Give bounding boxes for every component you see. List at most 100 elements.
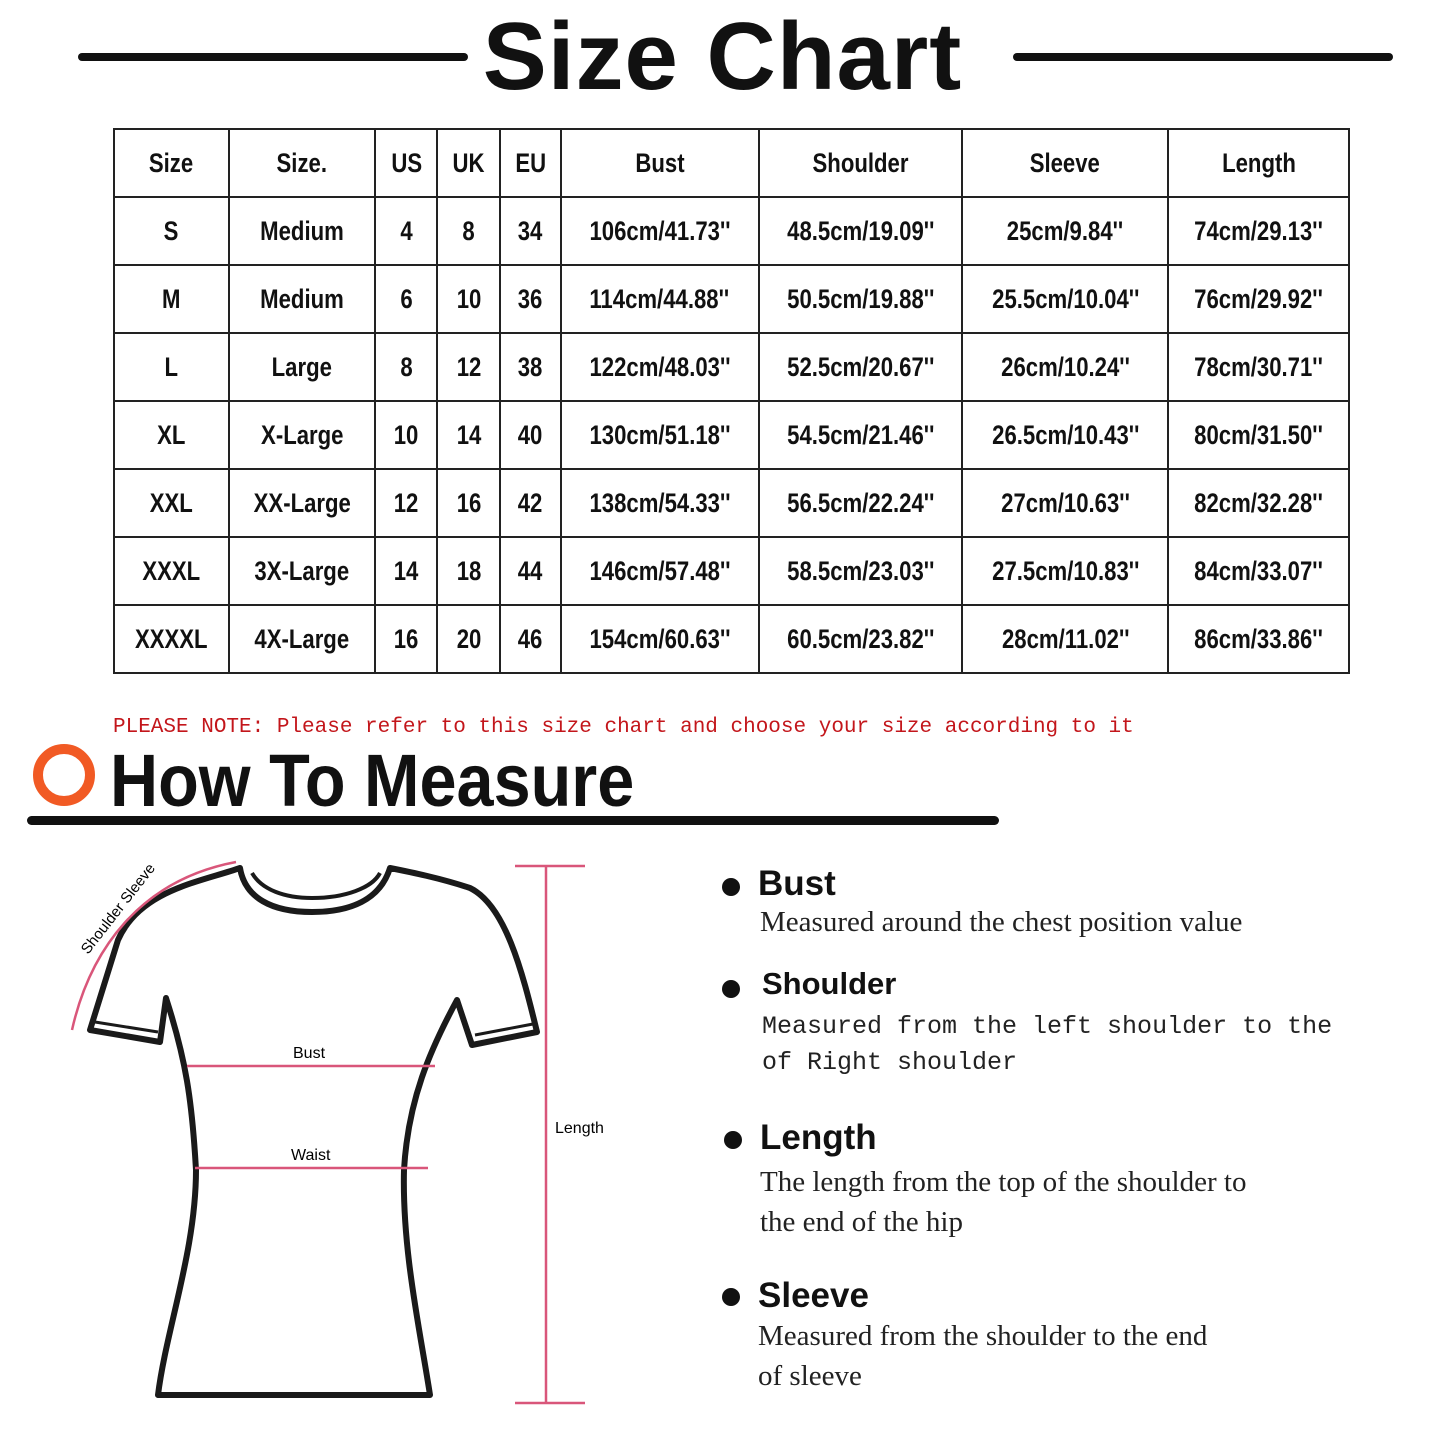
- table-cell-value: 78cm/30.71'': [1194, 351, 1323, 382]
- table-cell: 25.5cm/10.04'': [961, 264, 1170, 334]
- table-cell-value: 58.5cm/23.03'': [786, 555, 935, 586]
- table-cell: 16: [436, 468, 501, 538]
- table-cell-value: XXL: [149, 487, 193, 518]
- column-header: EU: [498, 128, 562, 198]
- table-cell-value: 48.5cm/19.09'': [786, 215, 935, 246]
- table-cell-value: 146cm/57.48'': [589, 555, 731, 586]
- table-cell-value: 42: [518, 487, 543, 518]
- table-cell: 4: [374, 196, 439, 266]
- table-cell: 58.5cm/23.03'': [757, 536, 964, 606]
- table-cell: 50.5cm/19.88'': [757, 264, 964, 334]
- guide-sleeve-heading: Sleeve: [758, 1276, 869, 1315]
- guide-bust-heading: Bust: [758, 864, 836, 903]
- column-header-label: Size: [149, 147, 194, 178]
- table-cell-value: 34: [518, 215, 543, 246]
- table-cell: 8: [436, 196, 501, 266]
- table-cell: 36: [498, 264, 562, 334]
- guide-bust-desc: Measured around the chest position value: [760, 906, 1243, 938]
- table-cell-value: 38: [518, 351, 543, 382]
- guide-shoulder-desc-2: of Right shoulder: [762, 1048, 1018, 1077]
- table-cell: 138cm/54.33'': [559, 468, 760, 538]
- measure-title: How To Measure: [110, 739, 635, 822]
- table-cell: 20: [436, 604, 501, 674]
- table-cell: X-Large: [227, 400, 377, 470]
- table-cell-value: 50.5cm/19.88'': [786, 283, 935, 314]
- table-cell-value: M: [162, 283, 181, 314]
- table-cell-value: 40: [518, 419, 543, 450]
- table-cell-value: 26cm/10.24'': [1000, 351, 1130, 382]
- table-cell-value: 4: [400, 215, 413, 246]
- title-rule-right: [1013, 53, 1393, 61]
- table-cell: 3X-Large: [227, 536, 377, 606]
- table-cell: 28cm/11.02'': [961, 604, 1170, 674]
- tshirt-outline: [87, 865, 540, 1398]
- guide-shoulder-desc-1: Measured from the left shoulder to the: [762, 1012, 1333, 1041]
- table-cell-value: 25cm/9.84'': [1007, 215, 1124, 246]
- table-cell-value: 27.5cm/10.83'': [991, 555, 1139, 586]
- column-header: UK: [436, 128, 501, 198]
- table-cell: Medium: [227, 264, 377, 334]
- table-cell: 122cm/48.03'': [559, 332, 760, 402]
- table-cell: 40: [498, 400, 562, 470]
- table-cell-value: 28cm/11.02'': [1001, 623, 1129, 654]
- table-row: M Medium 6 10 36 114cm/44.88'' 50.5cm/19.88'' 2…: [113, 264, 1350, 334]
- table-cell-value: XX-Large: [253, 487, 351, 518]
- table-cell: 80cm/31.50'': [1167, 400, 1350, 470]
- table-cell-value: 26.5cm/10.43'': [991, 419, 1139, 450]
- table-cell-value: X-Large: [260, 419, 344, 450]
- table-cell: XXL: [113, 468, 230, 538]
- table-row: L Large 8 12 38 122cm/48.03'' 52.5cm/20.67'' 26…: [113, 332, 1350, 402]
- table-cell-value: 10: [393, 419, 419, 450]
- column-header-label: EU: [515, 147, 546, 178]
- table-cell: 18: [436, 536, 501, 606]
- table-cell-value: L: [164, 351, 179, 382]
- bullet-icon: [722, 980, 740, 998]
- column-header: Bust: [559, 128, 760, 198]
- table-cell-value: XXXXL: [135, 623, 208, 654]
- table-cell-value: 12: [456, 351, 481, 382]
- table-cell-value: 3X-Large: [254, 555, 350, 586]
- size-table: Size Size. US UK EU Bust Shoulder Sleeve Length …: [113, 128, 1350, 674]
- table-cell: 56.5cm/22.24'': [757, 468, 964, 538]
- column-header-label: Bust: [635, 147, 685, 178]
- table-cell: 34: [498, 196, 562, 266]
- table-cell: 48.5cm/19.09'': [757, 196, 964, 266]
- guide-shoulder-heading: Shoulder: [762, 966, 897, 1001]
- table-cell: 25cm/9.84'': [961, 196, 1170, 266]
- table-cell-value: 56.5cm/22.24'': [786, 487, 935, 518]
- table-cell-value: 16: [456, 487, 481, 518]
- table-cell: 10: [374, 400, 439, 470]
- table-cell: 76cm/29.92'': [1167, 264, 1350, 334]
- table-cell: 4X-Large: [227, 604, 377, 674]
- table-cell: XXXXL: [113, 604, 230, 674]
- table-cell-value: 80cm/31.50'': [1194, 419, 1323, 450]
- table-cell-value: 84cm/33.07'': [1194, 555, 1323, 586]
- column-header-label: Shoulder: [812, 147, 909, 178]
- table-cell: 26.5cm/10.43'': [961, 400, 1170, 470]
- guide-length-heading: Length: [760, 1118, 877, 1157]
- waist-label: Waist: [291, 1147, 331, 1164]
- table-cell: 10: [436, 264, 501, 334]
- table-cell: 6: [374, 264, 439, 334]
- table-cell-value: 36: [518, 283, 543, 314]
- table-cell-value: 14: [456, 419, 481, 450]
- title-rule-left: [78, 53, 468, 61]
- table-cell: L: [113, 332, 230, 402]
- table-cell-value: 54.5cm/21.46'': [786, 419, 935, 450]
- table-cell-value: 16: [393, 623, 419, 654]
- table-cell-value: 46: [518, 623, 543, 654]
- table-cell: 60.5cm/23.82'': [757, 604, 964, 674]
- table-cell: 86cm/33.86'': [1167, 604, 1350, 674]
- table-cell-value: 154cm/60.63'': [589, 623, 731, 654]
- column-header: Length: [1167, 128, 1350, 198]
- measure-rule: [27, 816, 999, 825]
- table-cell-value: 12: [393, 487, 419, 518]
- table-cell: 8: [374, 332, 439, 402]
- table-cell-value: 8: [462, 215, 475, 246]
- measure-arrows: [70, 860, 585, 1405]
- table-cell: 54.5cm/21.46'': [757, 400, 964, 470]
- table-cell-value: 4X-Large: [254, 623, 350, 654]
- table-cell-value: 18: [456, 555, 481, 586]
- table-cell: XL: [113, 400, 230, 470]
- table-cell-value: XXXL: [142, 555, 201, 586]
